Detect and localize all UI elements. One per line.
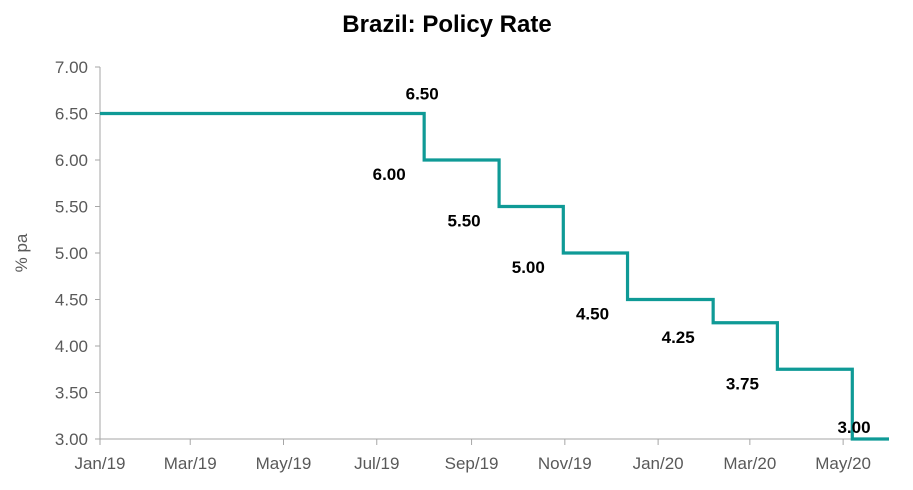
data-label: 6.50	[406, 85, 439, 104]
x-tick-label: Jan/20	[633, 454, 684, 473]
series-group	[100, 111, 889, 441]
x-tick-label: May/20	[815, 454, 871, 473]
x-tick-label: Mar/20	[723, 454, 776, 473]
y-tick-label: 3.50	[55, 384, 88, 403]
x-tick-label: Jan/19	[74, 454, 125, 473]
tick-labels: 7.00 6.50 6.00 5.50 5.00 4.50 4.00 3.50 3.00 Jan/…	[55, 58, 871, 473]
data-label: 3.75	[726, 374, 759, 393]
x-tick-label: Mar/19	[164, 454, 217, 473]
data-label: 4.25	[662, 328, 695, 347]
policy-rate-line	[100, 111, 889, 441]
data-label: 4.50	[576, 305, 609, 324]
y-tick-label: 6.50	[55, 105, 88, 124]
x-tick-label: May/19	[256, 454, 312, 473]
y-axis-label: % pa	[12, 233, 31, 272]
data-label: 5.00	[512, 258, 545, 277]
data-label: 5.50	[448, 212, 481, 231]
y-tick-label: 3.00	[55, 430, 88, 449]
y-tick-label: 4.50	[55, 291, 88, 310]
x-tick-label: Nov/19	[538, 454, 592, 473]
x-tick-label: Jul/19	[354, 454, 399, 473]
x-tick-label: Sep/19	[445, 454, 499, 473]
y-tick-label: 6.00	[55, 151, 88, 170]
y-tick-label: 5.50	[55, 198, 88, 217]
y-tick-label: 7.00	[55, 58, 88, 77]
chart-title: Brazil: Policy Rate	[342, 11, 551, 38]
y-tick-label: 5.00	[55, 244, 88, 263]
axes	[95, 66, 889, 445]
data-labels: 6.50 6.00 5.50 5.00 4.50 4.25 3.75 3.00	[373, 85, 871, 438]
data-label: 3.00	[837, 418, 870, 437]
data-label: 6.00	[373, 165, 406, 184]
y-tick-label: 4.00	[55, 337, 88, 356]
